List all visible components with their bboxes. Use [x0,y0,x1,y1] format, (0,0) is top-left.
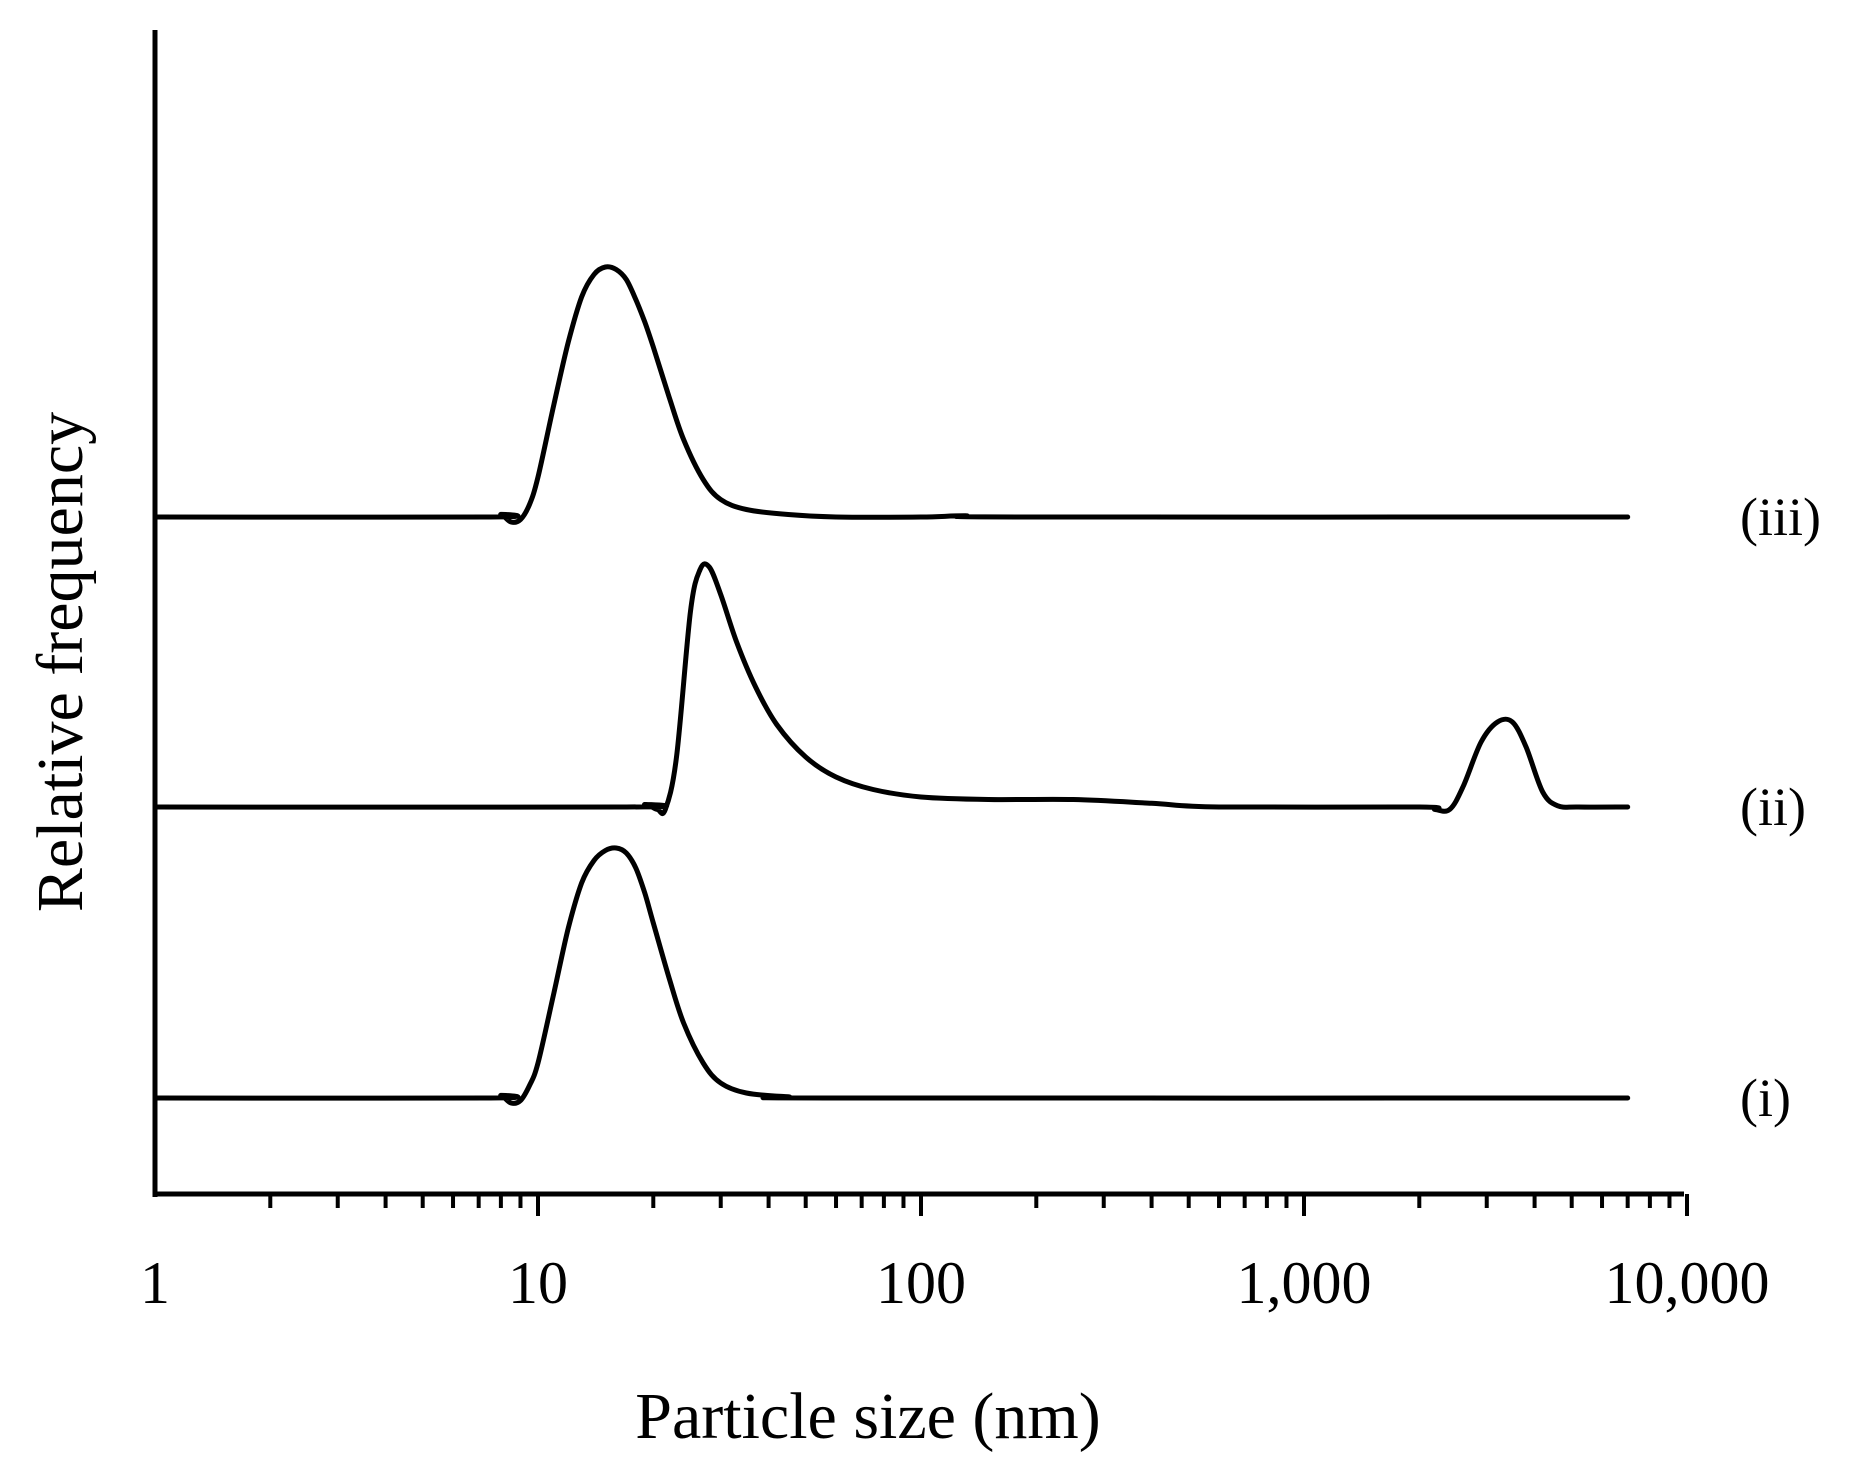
x-tick-label: 10,000 [1605,1250,1770,1316]
series-label: (iii) [1740,487,1821,547]
series-line [152,561,1631,817]
series-label: (ii) [1740,777,1806,837]
series-labels: (i) (ii) (iii) [1740,487,1821,1128]
x-tick-label: 100 [876,1250,966,1316]
series-curves [152,264,1631,1106]
x-tick-label: 1,000 [1237,1250,1372,1316]
x-ticks [268,1194,1689,1216]
x-tick-label: 1 [140,1250,170,1316]
series-line [152,264,1631,525]
series-label: (i) [1740,1068,1791,1128]
x-tick-labels: 1 10 100 1,000 10,000 [140,1250,1770,1316]
y-axis-title: Relative frequency [24,412,97,912]
x-tick-label: 10 [508,1250,568,1316]
series-line [152,845,1631,1106]
x-axis-title: Particle size (nm) [635,1380,1100,1453]
plot-area: 1 10 100 1,000 10,000 (i) (ii) (iii) [140,30,1821,1316]
